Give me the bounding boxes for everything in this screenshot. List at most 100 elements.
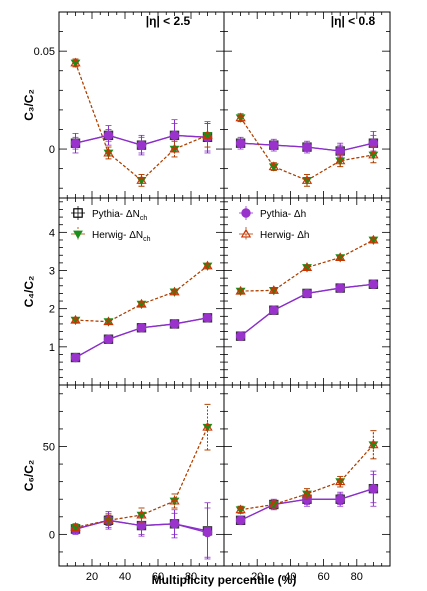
x-tick-label: 40 — [119, 571, 131, 583]
panel-frame — [58, 11, 225, 199]
legend-label-subscript: ch — [143, 236, 151, 243]
y-tick-label: 2 — [49, 304, 55, 316]
data-point-pythia-dh — [368, 279, 379, 289]
data-point-herwig-dh — [136, 509, 147, 519]
data-point-herwig-dh — [169, 143, 180, 153]
x-tick-label: 80 — [185, 571, 197, 583]
legend-label: Herwig- ΔNch — [92, 230, 151, 243]
series-line — [240, 117, 374, 181]
legend-entry-0: Pythia- ΔNch — [71, 206, 147, 222]
x-tick-label: 80 — [351, 571, 363, 583]
data-point-pythia-dh — [169, 519, 180, 529]
data-point-herwig-dh — [368, 439, 379, 449]
data-point-pythia-dh — [235, 331, 246, 341]
panel-frame — [58, 384, 225, 567]
panel-r2-c0: 0 50 C₆/C₂ 20 40 60 80 — [22, 384, 225, 583]
series-line — [75, 265, 208, 323]
panel-frame — [58, 197, 225, 386]
legend-label-text: Pythia- ΔN — [92, 209, 140, 220]
data-point-herwig-dh — [103, 147, 114, 157]
data-point-herwig-dh — [103, 316, 114, 326]
column-title-right: |η| < 0.8 — [331, 14, 376, 28]
panel-r2-c1: 20 40 60 80 — [223, 384, 391, 583]
data-point-herwig-dh — [136, 298, 147, 308]
data-point-herwig-dh — [335, 155, 346, 165]
data-point-herwig-dh — [169, 495, 180, 505]
column-title-left: |η| < 2.5 — [146, 14, 191, 28]
data-point-herwig-dh — [202, 260, 213, 270]
data-point-herwig-dh — [268, 161, 279, 171]
data-point-herwig-dh — [235, 285, 246, 295]
legend-entry-3: Herwig- Δh — [239, 227, 309, 241]
panel-r0-c1 — [223, 11, 391, 199]
data-point-herwig-dh — [235, 504, 246, 514]
data-point-pythia-dh — [202, 527, 213, 538]
y-tick-label: 0.05 — [34, 46, 55, 58]
x-tick-label: 20 — [86, 571, 98, 583]
data-point-herwig-dh — [136, 175, 147, 184]
data-point-herwig-dh — [70, 57, 81, 67]
legend-marker — [73, 230, 83, 239]
series-line — [74, 62, 208, 182]
x-tick-label: 20 — [251, 571, 263, 583]
series-pythia-dh — [235, 279, 379, 341]
data-point-pythia-dh — [335, 283, 345, 293]
panel-r1-c1 — [223, 197, 391, 386]
data-point-pythia-dh — [235, 515, 246, 526]
series-line — [240, 239, 374, 292]
legend-label: Pythia- ΔNch — [92, 209, 147, 222]
data-point-pythia-dh — [335, 494, 345, 504]
series-line — [75, 265, 208, 323]
x-tick-label: 60 — [317, 571, 329, 583]
data-point-pythia-dh — [269, 140, 279, 150]
data-point-pythia-dh — [103, 334, 114, 344]
data-point-herwig-dh — [202, 421, 213, 431]
data-point-herwig-dh — [235, 112, 246, 122]
y-axis-label: C₄/C₂ — [22, 276, 36, 308]
y-tick-label: 3 — [49, 266, 55, 278]
y-tick-label: 4 — [49, 227, 55, 239]
y-tick-label: 0 — [49, 529, 55, 541]
data-point-herwig-dh — [103, 515, 114, 524]
y-axis-label: C₆/C₂ — [22, 460, 36, 491]
data-point-herwig-dh — [368, 149, 379, 159]
data-point-herwig-dh — [268, 285, 279, 294]
legend-marker — [241, 208, 251, 218]
y-tick-label: 1 — [49, 342, 55, 354]
series-herwig-dh — [70, 403, 213, 532]
data-point-herwig-dh — [70, 522, 81, 531]
series-pythia-dh — [70, 123, 213, 154]
legend-label-subscript: ch — [140, 215, 148, 222]
legend-entry-1: Herwig- ΔNch — [71, 227, 151, 243]
panel-frame — [223, 384, 391, 567]
x-tick-label: 60 — [152, 571, 164, 583]
data-point-herwig-dh — [301, 488, 313, 498]
series-herwig-dh — [235, 112, 379, 187]
series-pythia-dh — [235, 134, 379, 158]
data-point-pythia-dh — [368, 483, 379, 494]
series-herwig-dh — [70, 260, 213, 326]
data-point-pythia-dh — [136, 323, 147, 333]
data-point-pythia-dh — [302, 288, 312, 299]
panel-frame — [223, 11, 391, 199]
data-point-pythia-dh — [202, 313, 213, 323]
series-line — [74, 62, 208, 182]
x-tick-label: 40 — [284, 571, 296, 583]
x-axis-label: Multiplicity percentile (%) — [152, 573, 297, 587]
y-axis-label: C₃/C₂ — [22, 89, 36, 121]
series-line — [240, 444, 374, 511]
legend-label: Herwig- Δh — [260, 230, 309, 241]
data-point-herwig-dh — [202, 130, 213, 139]
legend-label: Pythia- Δh — [260, 209, 306, 220]
y-tick-label: 50 — [43, 442, 55, 454]
series-herwig-dN — [70, 262, 213, 327]
data-point-pythia-dh — [70, 138, 81, 148]
data-point-pythia-dh — [169, 319, 180, 329]
data-point-herwig-dh — [368, 234, 379, 244]
data-point-herwig-dh — [268, 499, 279, 508]
y-tick-label: 0 — [49, 144, 55, 156]
data-point-pythia-dh — [269, 305, 279, 315]
data-point-herwig-dh — [301, 175, 313, 184]
legend-label-text: Herwig- Δh — [260, 230, 309, 241]
